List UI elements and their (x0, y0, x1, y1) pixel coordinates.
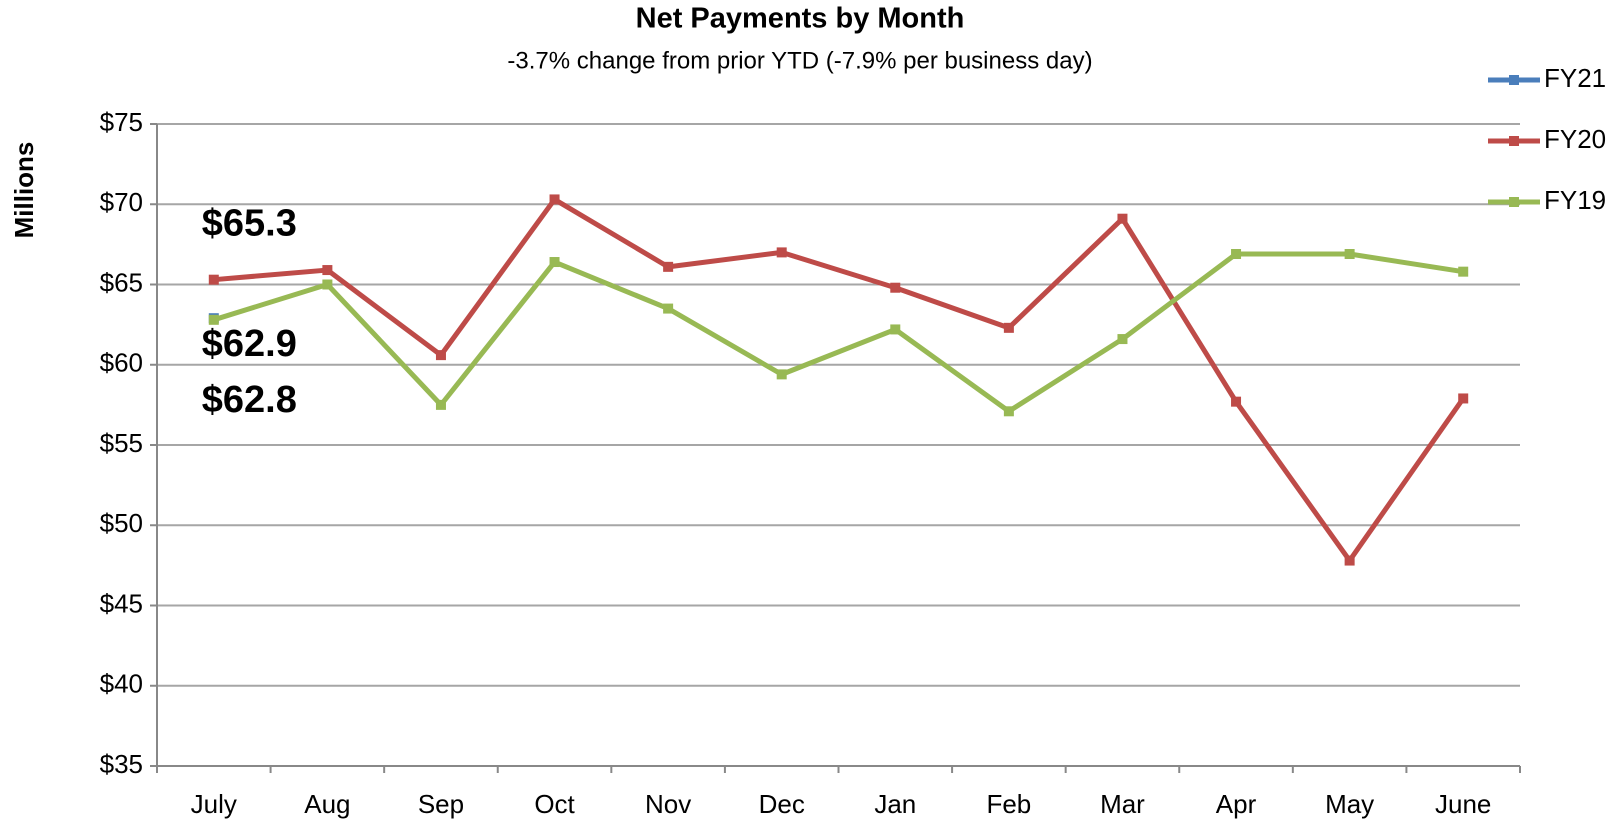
y-tick-label: $60 (100, 348, 143, 378)
marker (776, 369, 787, 380)
marker (322, 279, 333, 290)
marker (776, 247, 787, 258)
series-line (213, 196, 1466, 564)
legend-label: FY19 (1544, 185, 1606, 215)
chart-title: Net Payments by Month (636, 3, 965, 35)
y-tick-label: $75 (100, 107, 143, 137)
marker (549, 194, 560, 205)
legend-label: FY21 (1544, 63, 1606, 93)
y-axis-label: Millions (9, 142, 39, 239)
marker (549, 257, 560, 268)
legend-marker (1509, 197, 1519, 207)
marker (1231, 396, 1242, 407)
x-tick-label: Dec (759, 789, 805, 819)
y-tick-label: $50 (100, 508, 143, 538)
marker (1231, 249, 1242, 260)
data-label: $62.8 (202, 379, 297, 421)
marker (435, 350, 446, 361)
marker (1344, 249, 1355, 260)
legend-label: FY20 (1544, 124, 1606, 154)
marker (322, 265, 333, 276)
y-tick-label: $45 (100, 588, 143, 618)
marker (663, 261, 674, 272)
x-tick-label: Mar (1100, 789, 1145, 819)
y-tick-label: $65 (100, 267, 143, 297)
marker (890, 324, 901, 335)
x-tick-label: Jan (874, 789, 916, 819)
y-tick-label: $40 (100, 669, 143, 699)
legend-marker (1509, 136, 1519, 146)
marker (1117, 213, 1128, 224)
marker (435, 399, 446, 410)
data-label: $65.3 (202, 203, 297, 245)
series-line (213, 251, 1464, 414)
x-tick-label: May (1325, 789, 1374, 819)
chart-subtitle: -3.7% change from prior YTD (-7.9% per b… (507, 47, 1092, 74)
marker (1458, 393, 1469, 404)
x-tick-label: June (1435, 789, 1491, 819)
marker (890, 282, 901, 293)
marker (208, 274, 219, 285)
x-tick-label: Oct (534, 789, 575, 819)
y-tick-label: $70 (100, 187, 143, 217)
marker (1003, 406, 1014, 417)
x-tick-label: Nov (645, 789, 691, 819)
y-tick-label: $35 (100, 749, 143, 779)
x-tick-label: July (191, 789, 237, 819)
data-label: $62.9 (202, 323, 297, 365)
x-tick-label: Feb (986, 789, 1031, 819)
marker (1003, 322, 1014, 333)
x-tick-label: Sep (418, 789, 464, 819)
legend-marker (1509, 75, 1519, 85)
x-tick-label: Apr (1216, 789, 1257, 819)
marker (208, 314, 219, 325)
y-tick-label: $55 (100, 428, 143, 458)
marker (1117, 334, 1128, 345)
marker (1458, 266, 1469, 277)
marker (663, 303, 674, 314)
x-tick-label: Aug (304, 789, 350, 819)
marker (1344, 555, 1355, 566)
